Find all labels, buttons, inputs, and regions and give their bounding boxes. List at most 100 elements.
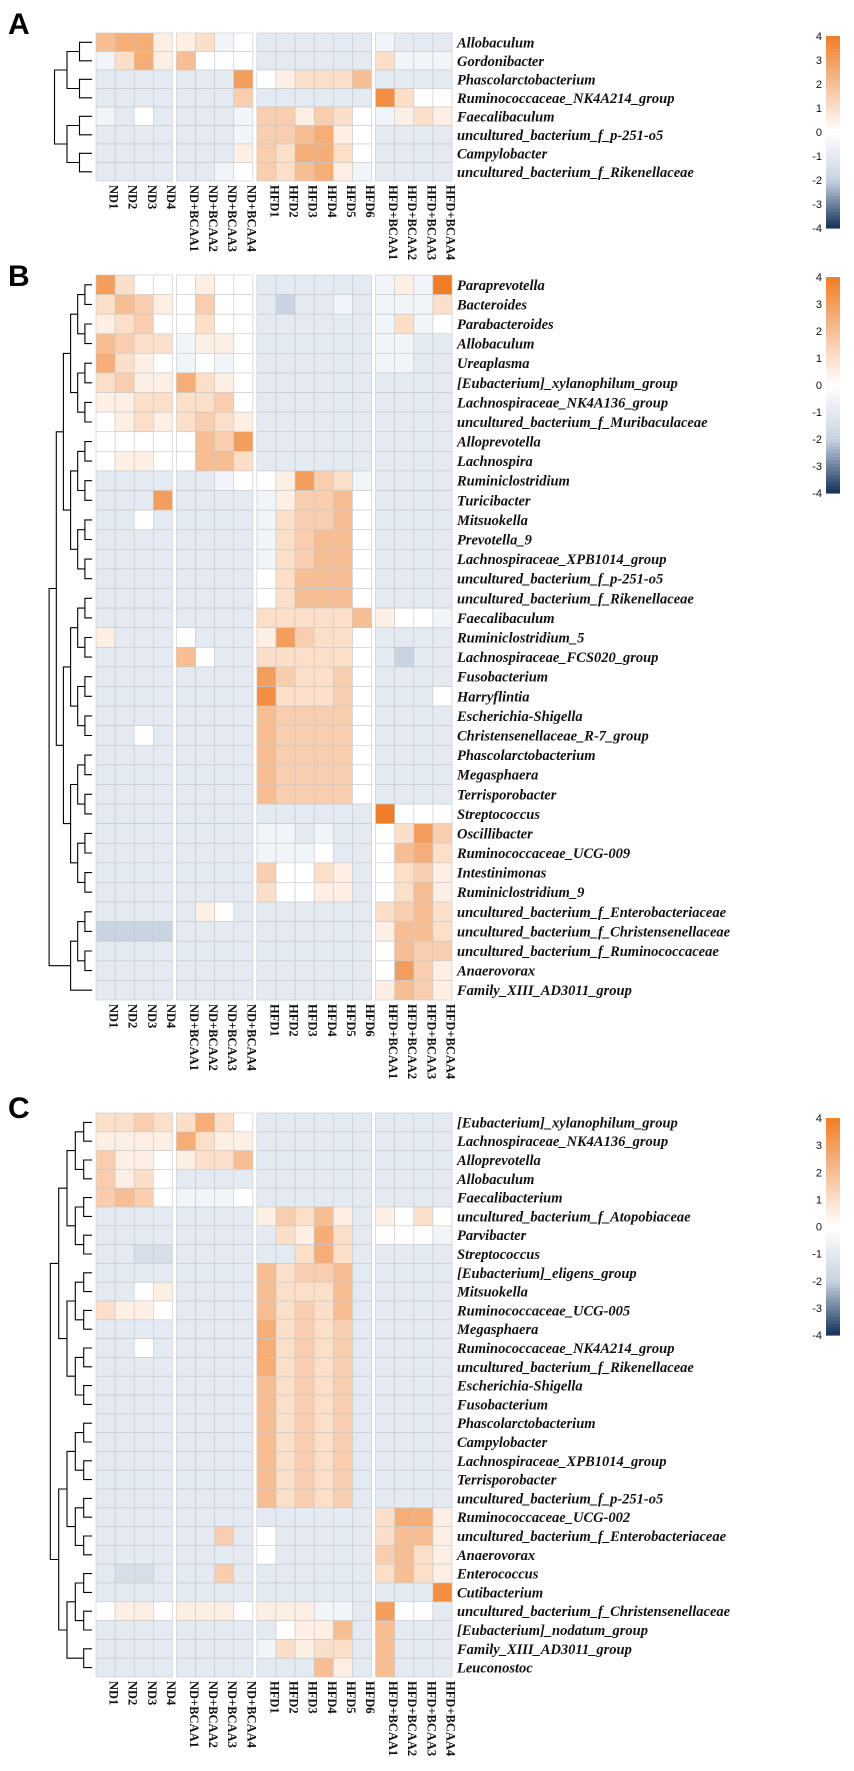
- heatmap-cell: [333, 143, 353, 163]
- heatmap-cell: [294, 274, 315, 295]
- heatmap-cell: [233, 1169, 254, 1189]
- legend-gradient-segment: [826, 122, 840, 127]
- legend-gradient-segment: [826, 109, 840, 114]
- row-label: Harryflintia: [456, 689, 530, 705]
- heatmap-cell: [375, 882, 395, 903]
- legend-tick-label: -2: [812, 434, 822, 446]
- heatmap-cell: [256, 627, 277, 648]
- legend-gradient-segment: [826, 1244, 840, 1249]
- legend-gradient-segment: [826, 170, 840, 175]
- heatmap-cell: [394, 1338, 415, 1358]
- heatmap-cell: [352, 960, 372, 981]
- heatmap-cell: [294, 882, 315, 903]
- heatmap-cell: [214, 862, 235, 883]
- legend-gradient-segment: [826, 221, 840, 226]
- heatmap-cell: [153, 470, 173, 491]
- row-label: Fusobacterium: [456, 670, 548, 686]
- heatmap-cell: [375, 1620, 395, 1640]
- heatmap-cell: [294, 1469, 315, 1490]
- heatmap-cell: [313, 725, 334, 746]
- heatmap-cell: [233, 705, 254, 726]
- heatmap-cell: [413, 686, 434, 707]
- heatmap-cell: [375, 1300, 395, 1321]
- heatmap-cell: [195, 686, 215, 707]
- heatmap-cell: [333, 1206, 353, 1227]
- heatmap-cell: [233, 940, 254, 962]
- heatmap-cell: [413, 162, 434, 182]
- heatmap-cell: [313, 646, 334, 668]
- heatmap-cell: [95, 51, 116, 71]
- heatmap-cell: [394, 764, 415, 785]
- heatmap-cell: [153, 744, 173, 766]
- row-label: Terrisporobacter: [457, 787, 557, 803]
- row-label: uncultured_bacterium_f_p-251-o5: [457, 572, 663, 588]
- heatmap-cell: [333, 666, 353, 687]
- legend-gradient-segment: [826, 345, 840, 350]
- heatmap-cell: [95, 353, 116, 374]
- heatmap-cell: [195, 32, 215, 52]
- legend-gradient-segment: [826, 1320, 840, 1325]
- heatmap-cell: [394, 1582, 415, 1603]
- heatmap-cell: [114, 607, 135, 628]
- heatmap-cell: [394, 901, 415, 922]
- heatmap-cell: [214, 1413, 235, 1433]
- heatmap-cell: [375, 1582, 395, 1603]
- heatmap-cell: [114, 588, 135, 609]
- heatmap-cell: [195, 901, 215, 922]
- heatmap-cell: [195, 1563, 215, 1584]
- legend-gradient-segment: [826, 277, 840, 282]
- legend-gradient-segment: [826, 96, 840, 101]
- legend-gradient-segment: [826, 1121, 840, 1126]
- heatmap-cell: [214, 490, 235, 511]
- heatmap-cell: [133, 568, 154, 589]
- heatmap-cell: [352, 686, 372, 707]
- heatmap-cell: [313, 1244, 334, 1264]
- heatmap-cell: [413, 960, 434, 981]
- heatmap-cell: [114, 1563, 135, 1584]
- heatmap-cell: [133, 143, 154, 163]
- heatmap-cell: [275, 1338, 296, 1358]
- legend-gradient-segment: [826, 392, 840, 397]
- heatmap-cell: [394, 372, 415, 393]
- heatmap-cell: [195, 353, 215, 374]
- heatmap-cell: [394, 1394, 415, 1415]
- heatmap-cell: [413, 803, 434, 824]
- row-label: Megasphaera: [456, 1322, 538, 1338]
- heatmap-cell: [176, 823, 196, 844]
- heatmap-cell: [133, 509, 154, 531]
- heatmap-cell: [256, 125, 277, 145]
- heatmap-cell: [313, 744, 334, 766]
- heatmap-cell: [114, 1620, 135, 1640]
- heatmap-cell: [294, 1225, 315, 1245]
- heatmap-cell: [413, 333, 434, 354]
- heatmap-cell: [333, 823, 353, 844]
- column-label: ND2: [126, 1681, 140, 1705]
- heatmap-cell: [233, 862, 254, 883]
- heatmap-cell: [256, 1244, 277, 1264]
- heatmap-cell: [375, 313, 395, 335]
- heatmap-cell: [214, 1244, 235, 1264]
- legend-tick-label: 0: [816, 380, 822, 392]
- legend-gradient-segment: [826, 1327, 840, 1332]
- heatmap-cell: [153, 1357, 173, 1377]
- heatmap-cell: [432, 1169, 453, 1189]
- heatmap-cell: [432, 1150, 453, 1170]
- heatmap-cell: [294, 51, 315, 71]
- heatmap-cell: [256, 51, 277, 71]
- heatmap-cell: [333, 1620, 353, 1640]
- heatmap-cell: [256, 353, 277, 374]
- heatmap-cell: [333, 1131, 353, 1151]
- heatmap-cell: [214, 1357, 235, 1377]
- column-label: HFD1: [267, 1681, 281, 1714]
- heatmap-cell: [95, 1187, 116, 1208]
- heatmap-cell: [294, 1488, 315, 1509]
- row-label: [Eubacterium]_nodatum_group: [457, 1623, 648, 1639]
- legend-gradient-segment: [826, 1165, 840, 1170]
- heatmap-cell: [133, 1432, 154, 1452]
- heatmap-cell: [153, 1545, 173, 1565]
- heatmap-cell: [153, 51, 173, 71]
- heatmap-cell: [195, 1281, 215, 1302]
- column-label: HFD+BCAA1: [386, 1004, 400, 1079]
- heatmap-cell: [214, 431, 235, 452]
